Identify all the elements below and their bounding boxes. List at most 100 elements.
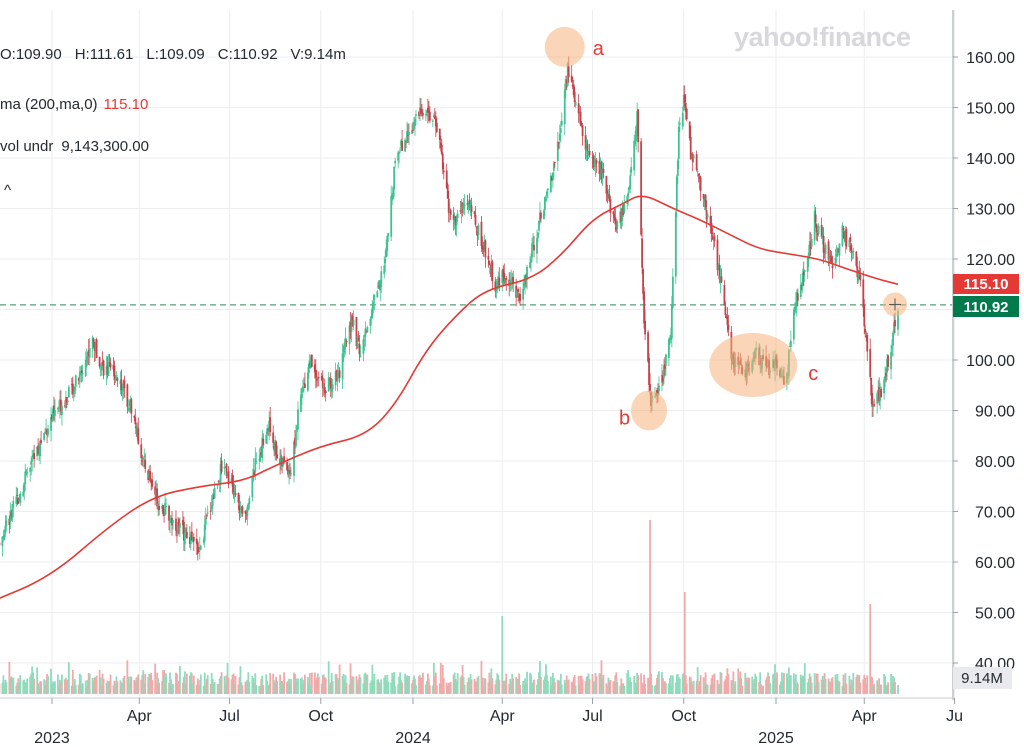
volume-bar [335,674,338,694]
volume-bar [399,672,402,694]
volume-bar [609,679,612,694]
candle-body [147,470,150,481]
candle-body [33,453,36,460]
candle-body [22,491,25,497]
candle-body [706,213,709,218]
candle-body [24,471,27,484]
candle-body [404,139,406,152]
candle-body [545,191,548,196]
volume-bar [192,675,195,694]
candle-body [473,211,476,214]
volume-bar [184,683,187,694]
volume-bar [650,673,652,694]
volume-bar [387,681,390,694]
volume-bar [64,677,67,694]
candle-body [185,531,188,539]
volume-bar [559,673,562,694]
candle-body [538,220,540,231]
candle-body [119,380,122,384]
volume-bar [845,683,848,694]
x-tick-label: Apr [490,708,516,725]
sma-legend[interactable]: ma (200,ma,0) 115.10 [0,96,148,113]
volume-bar [523,684,525,694]
candle-body [851,251,854,254]
volume-bar [114,683,117,694]
volume-bar [623,685,626,694]
volume-bar [177,682,179,694]
candle-body [254,458,257,472]
candle-body [405,141,407,143]
volume-bar [815,673,818,694]
volume-bar [190,673,193,694]
candle-body [536,238,538,254]
volume-bar [157,678,160,694]
volume-bar [302,684,304,694]
caret-up-icon[interactable]: ^ [4,182,12,199]
candle-body [449,209,452,215]
volume-bar [47,675,49,694]
volume-bar [225,675,228,694]
candle-body [106,365,109,375]
candle-body [170,518,172,521]
volume-bar [213,682,216,694]
volume-bar [711,674,714,694]
candle-body [73,386,76,395]
candle-body [838,243,841,256]
volume-bar [710,678,713,694]
candle-body [689,136,692,159]
candle-body [362,339,365,354]
volume-bar [376,679,379,694]
candle-body [175,518,177,531]
y-axis-ticks: 160.00150.00140.00130.00120.00110.00100.… [953,50,1015,673]
volume-bar [524,678,526,694]
volume-bar [2,675,5,694]
volume-bar [32,672,35,694]
candle-body [44,431,46,435]
candle-body [623,203,626,214]
volume-legend[interactable]: vol undr 9,143,300.00 [0,138,149,155]
volume-bar [682,672,685,694]
candle-body [864,329,867,333]
volume-bar [762,685,765,694]
volume-bar [469,674,472,694]
volume-bar [835,679,838,694]
volume-bar [282,684,284,694]
candle-body [183,532,186,545]
candle-body [329,377,332,390]
candle-body [564,78,567,91]
candle-body [204,518,207,525]
volume-bar [306,677,309,694]
volume-bar [91,677,94,694]
volume-bar [726,668,729,694]
candle-body [195,538,198,545]
volume-bar [412,680,414,694]
volume-bar [489,680,492,694]
volume-bar [530,674,532,694]
candle-body [143,456,146,458]
candle-body [608,194,611,202]
candle-body [112,364,115,370]
candle-body [560,120,563,126]
volume-bar [321,675,324,694]
candle-body [37,445,40,454]
volume-bar [322,674,325,694]
candle-body [879,389,882,401]
candle-body [452,214,455,220]
candle-body [46,429,48,436]
volume-bar [588,679,591,694]
candle-body [859,275,862,281]
volume-bar [792,673,795,694]
candle-body [482,247,485,250]
candle-body [255,461,258,463]
volume-bar [411,683,413,694]
volume-bar [317,676,320,694]
volume-bar [327,661,330,694]
candle-body [519,294,522,301]
candle-body [334,371,337,386]
candle-body [224,466,227,468]
volume-bar [796,683,799,694]
candle-body [455,220,458,226]
volume-bar [497,674,500,694]
candle-body [474,214,477,225]
